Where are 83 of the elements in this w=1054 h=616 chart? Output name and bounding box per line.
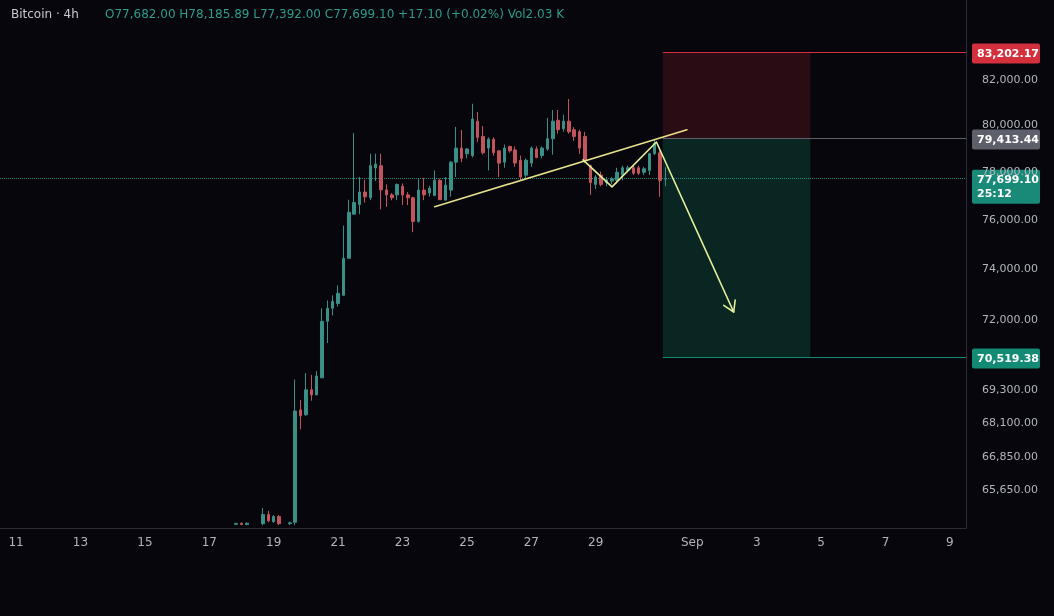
- candlestick: [637, 165, 640, 176]
- candlestick: [460, 129, 463, 163]
- ref-line-label: 83,202.17: [977, 46, 1039, 60]
- x-tick-label: 23: [394, 535, 411, 549]
- text: O77,682.00 H78,185.89 L77,392.00 C77,699.10 +17.10 (+0.02%) Vol2.03 K: [105, 7, 566, 21]
- candlestick: [374, 153, 377, 182]
- candlestick: [304, 372, 308, 417]
- y-tick-label: 80,000.00: [982, 118, 1038, 132]
- candlestick: [556, 109, 560, 135]
- x-tick-label: 9: [946, 535, 954, 549]
- candlestick: [465, 147, 469, 159]
- candlestick: [648, 152, 651, 176]
- x-tick-label: 15: [137, 535, 153, 549]
- x-tick-label: 3: [752, 535, 761, 549]
- candlestick: [310, 374, 313, 402]
- candlestick: [524, 157, 528, 179]
- candlestick: [476, 111, 479, 143]
- x-tick-label: Sep: [680, 535, 704, 549]
- candlestick: [503, 144, 506, 169]
- x-tick-label: 13: [72, 535, 89, 549]
- candlestick: [315, 370, 318, 396]
- candlestick: [497, 149, 501, 178]
- candlestick: [320, 307, 324, 379]
- candlestick: [540, 145, 544, 159]
- candlestick: [428, 185, 431, 198]
- y-tick-label: 66,850.00: [982, 449, 1038, 463]
- candlestick: [546, 117, 549, 152]
- text: Bitcoin · 4h: [11, 7, 79, 21]
- x-tick-label: 21: [330, 535, 346, 549]
- x-tick-label: 7: [881, 535, 890, 549]
- x-tick-label: 27: [523, 535, 539, 549]
- ref-line-label: 70,519.38: [977, 352, 1039, 366]
- candlestick: [363, 179, 367, 204]
- y-tick-label: 65,650.00: [982, 483, 1038, 497]
- y-tick-label: 74,000.00: [982, 262, 1038, 276]
- candlestick: [481, 125, 485, 156]
- text: 25:12: [977, 187, 1013, 201]
- candlestick: [562, 114, 565, 133]
- candlestick: [530, 145, 533, 168]
- candlestick: [326, 299, 329, 344]
- candlestick: [578, 129, 581, 155]
- candlestick: [444, 176, 447, 201]
- candlestick: [336, 284, 340, 308]
- candlestick: [594, 174, 597, 190]
- candlestick: [417, 177, 420, 224]
- y-tick-label: 69,300.00: [982, 383, 1038, 397]
- candlestick: [621, 165, 624, 181]
- x-tick-label: 25: [459, 535, 475, 549]
- x-tick-label: 11: [8, 535, 24, 549]
- candlestick: [358, 176, 361, 215]
- y-tick-label: 72,000.00: [982, 312, 1038, 326]
- candlestick: [664, 166, 667, 187]
- candlestick: [331, 294, 334, 316]
- candlestick: [658, 149, 662, 198]
- candlestick: [401, 182, 404, 206]
- candlestick: [299, 399, 302, 430]
- y-tick-label: 82,000.00: [982, 72, 1038, 86]
- candlestick: [385, 183, 388, 208]
- candlestick: [422, 177, 426, 201]
- candlestick: [642, 166, 646, 176]
- ref-line-label: 79,413.44: [977, 132, 1040, 146]
- candlestick: [369, 153, 372, 201]
- candlestick: [535, 145, 538, 159]
- candlestick: [433, 169, 436, 197]
- candlestick: [583, 131, 587, 164]
- x-tick-label: 17: [201, 535, 217, 549]
- candlestick: [390, 192, 394, 201]
- candlestick: [492, 136, 495, 157]
- candlestick: [471, 103, 474, 158]
- candlestick: [519, 155, 522, 181]
- y-tick-label: 68,100.00: [982, 415, 1038, 429]
- x-tick-label: 5: [817, 535, 825, 549]
- y-tick-label: 76,000.00: [982, 213, 1038, 227]
- candlestick: [438, 178, 442, 201]
- candlestick: [632, 165, 635, 176]
- candlestick: [395, 182, 399, 201]
- candlestick: [551, 109, 555, 156]
- candlestick: [379, 153, 383, 210]
- candlestick: [487, 136, 490, 171]
- candlestick: [589, 163, 592, 196]
- x-tick-label: 19: [266, 535, 282, 549]
- candlestick: [342, 225, 345, 296]
- x-tick-label: 29: [588, 535, 604, 549]
